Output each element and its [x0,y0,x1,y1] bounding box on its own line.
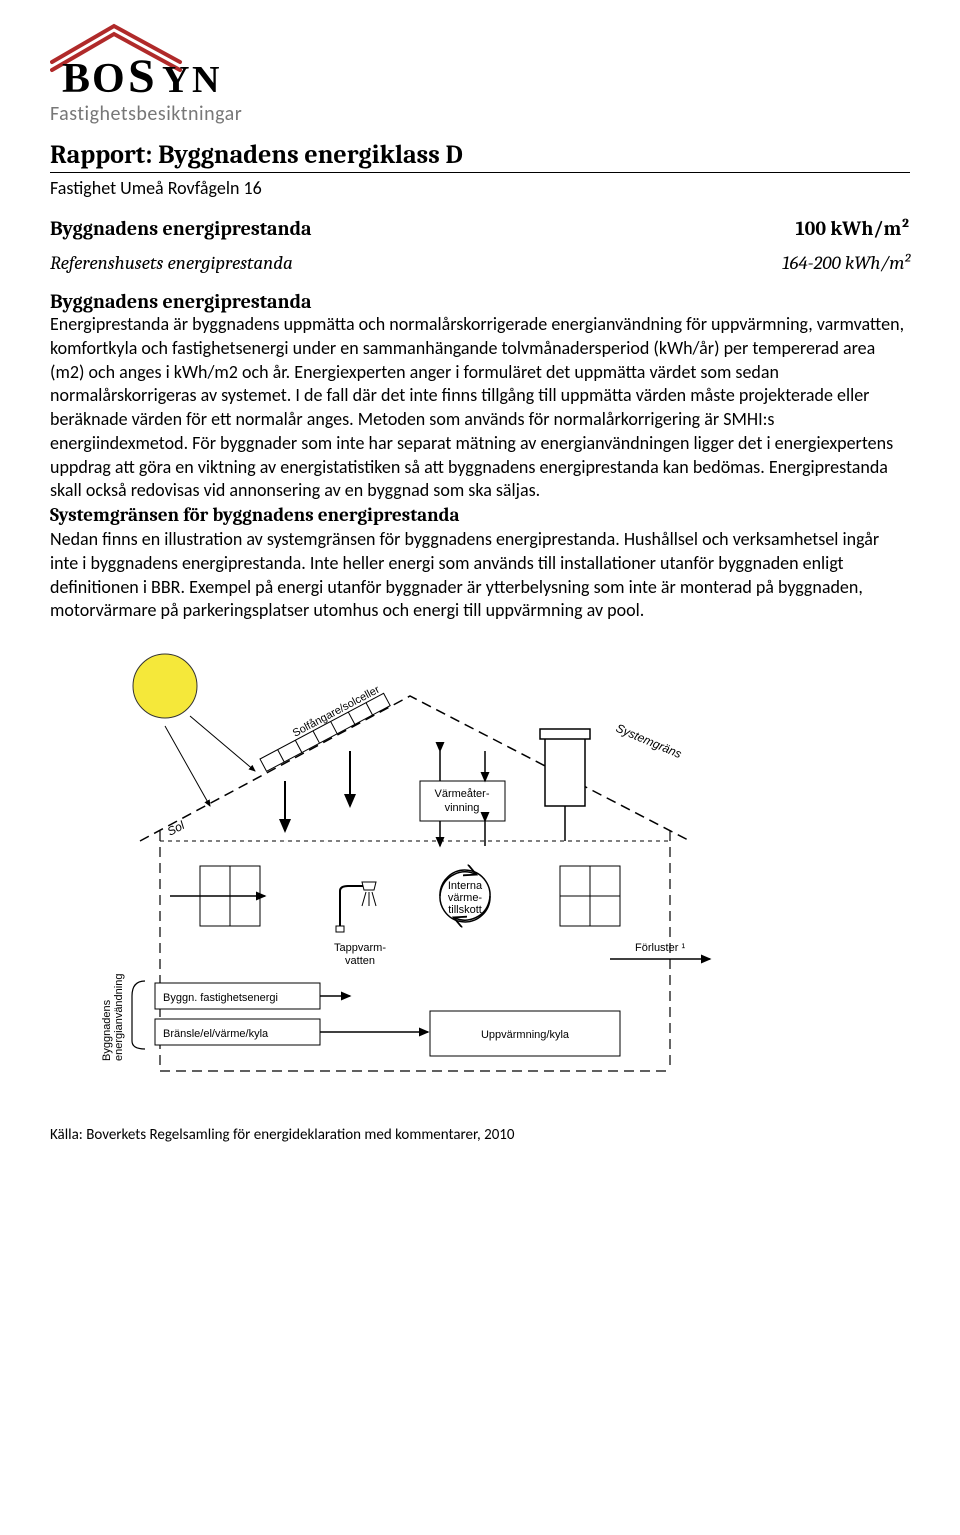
svg-text:B: B [62,56,91,100]
label-sol: Sol [165,818,187,839]
ref-value: 164-200 kWh/m² [782,252,910,274]
section1-text: Energiprestanda är byggnadens uppmätta o… [50,313,904,501]
logo-svg: B O S Y N [50,20,320,100]
section1-heading: Byggnadens energiprestanda [50,290,910,313]
own-label: Byggnadens energiprestanda [50,217,312,240]
svg-text:S: S [128,50,156,100]
report-subtitle: Fastighet Umeå Rovfågeln 16 [50,177,910,199]
ref-label: Referenshusets energiprestanda [50,252,293,274]
svg-text:Y: Y [162,59,190,100]
row-own-performance: Byggnadens energiprestanda 100 kWh/m² [50,217,910,240]
svg-text:Byggnadens: Byggnadens [101,999,113,1061]
system-boundary-diagram: Systemgräns Sol Solfångare/solceller Vär… [50,641,910,1116]
label-byggn-fast: Byggn. fastighetsenergi [163,992,278,1004]
logo-subline: Fastighetsbesiktningar [50,102,910,126]
row-ref-performance: Referenshusets energiprestanda 164-200 k… [50,252,910,274]
logo: B O S Y N Fastighetsbesiktningar [50,20,910,126]
section1-body: Energiprestanda är byggnadens uppmätta o… [50,313,910,623]
own-value: 100 kWh/m² [796,217,911,240]
svg-text:vatten: vatten [345,955,375,967]
footer-source: Källa: Boverkets Regelsamling för energi… [50,1126,910,1144]
label-forluster: Förluster ¹ [635,942,685,954]
svg-text:O: O [92,56,126,100]
svg-text:vinning: vinning [445,802,480,814]
svg-text:N: N [192,59,220,100]
diagram-svg: Systemgräns Sol Solfångare/solceller Vär… [50,641,730,1111]
label-systemgrans: Systemgräns [614,721,684,761]
svg-text:Värmeåter-: Värmeåter- [434,788,489,800]
report-title: Rapport: Byggnadens energiklass D [50,140,910,173]
svg-text:Tappvarm-: Tappvarm- [334,942,386,954]
section2-text: Nedan finns en illustration av systemgrä… [50,528,879,621]
svg-text:tillskott: tillskott [448,904,482,916]
section2-heading: Systemgränsen för byggnadens energiprest… [50,504,459,526]
svg-text:energianvändning: energianvändning [113,974,125,1061]
label-uppvarm: Uppvärmning/kyla [481,1029,570,1041]
sun-icon [133,654,197,718]
svg-text:Interna: Interna [448,880,483,892]
label-bransle: Bränsle/el/värme/kyla [163,1028,269,1040]
svg-text:värme-: värme- [448,892,483,904]
